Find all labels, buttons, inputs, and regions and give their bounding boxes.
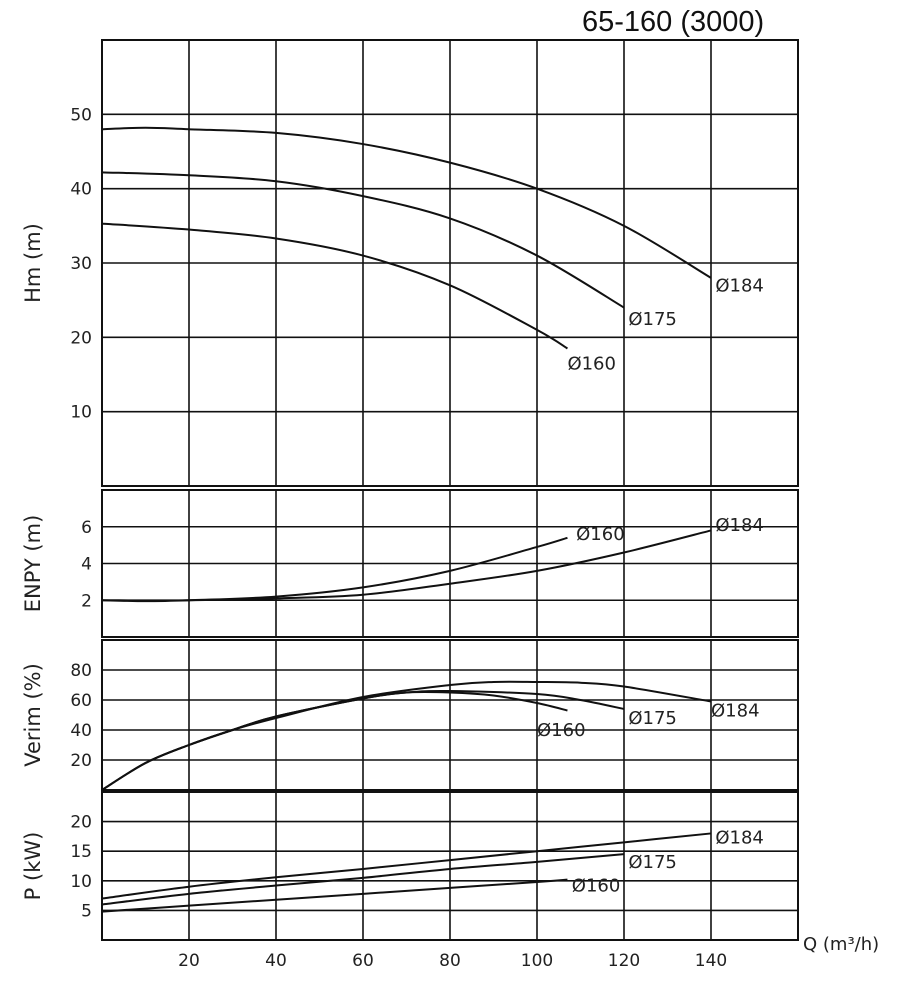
- power-series-line: [101, 832, 712, 900]
- hm-ytick-label: 10: [70, 403, 92, 423]
- power-ytick-label: 20: [70, 813, 92, 833]
- power-ytick-label: 5: [81, 901, 92, 921]
- power-ytick-label: 10: [70, 872, 92, 892]
- x-axis-label: Q (m³/h): [803, 934, 879, 955]
- enpy-frame: [101, 489, 799, 638]
- x-tick-label: 20: [178, 951, 200, 971]
- hm-series-label: Ø184: [715, 275, 764, 296]
- x-tick-label: 60: [352, 951, 374, 971]
- power-ytick-label: 15: [70, 842, 92, 862]
- hm-frame: [101, 39, 799, 487]
- verim-frame: [101, 639, 799, 791]
- verim-series-line: [101, 690, 568, 791]
- hm-series-line: [101, 171, 625, 309]
- enpy-ytick-label: 2: [81, 591, 92, 611]
- power-series-line: [101, 878, 568, 913]
- hm-series-label: Ø160: [567, 353, 616, 374]
- hm-ytick-label: 40: [70, 180, 92, 200]
- verim-ytick-label: 40: [70, 721, 92, 741]
- enpy-series-line: [101, 529, 712, 602]
- x-tick-label: 40: [265, 951, 287, 971]
- hm-ytick-label: 30: [70, 254, 92, 274]
- verim-ytick-label: 20: [70, 751, 92, 771]
- enpy-ytick-label: 6: [81, 518, 92, 538]
- enpy-ylabel: ENPY (m): [21, 515, 45, 613]
- enpy-series-line: [101, 536, 568, 603]
- chart-title: 65-160 (3000): [582, 6, 765, 38]
- enpy-ytick-label: 4: [81, 555, 92, 575]
- hm-series-line: [101, 222, 568, 350]
- power-series-line: [101, 853, 625, 906]
- power-series-label: Ø184: [715, 828, 764, 849]
- enpy-series-label: Ø160: [576, 524, 625, 545]
- verim-series-line: [101, 680, 712, 791]
- hm-ytick-label: 50: [70, 105, 92, 125]
- x-tick-label: 120: [608, 951, 640, 971]
- x-tick-label: 80: [439, 951, 461, 971]
- power-series-label: Ø175: [628, 852, 677, 873]
- verim-series-label: Ø160: [537, 720, 586, 741]
- verim-ytick-label: 80: [70, 661, 92, 681]
- hm-ylabel: Hm (m): [21, 223, 45, 303]
- x-tick-label: 100: [521, 951, 553, 971]
- power-frame: [101, 791, 799, 941]
- verim-series-label: Ø175: [628, 708, 677, 729]
- hm-series-label: Ø175: [628, 309, 677, 330]
- x-tick-label: 140: [695, 951, 727, 971]
- verim-series-label: Ø184: [711, 701, 760, 722]
- hm-series-line: [101, 126, 712, 279]
- power-series-label: Ø160: [572, 876, 621, 897]
- enpy-series-label: Ø184: [715, 515, 764, 536]
- verim-ylabel: Verim (%): [21, 663, 45, 767]
- hm-ytick-label: 20: [70, 328, 92, 348]
- verim-ytick-label: 60: [70, 691, 92, 711]
- power-ylabel: P (kW): [21, 832, 45, 901]
